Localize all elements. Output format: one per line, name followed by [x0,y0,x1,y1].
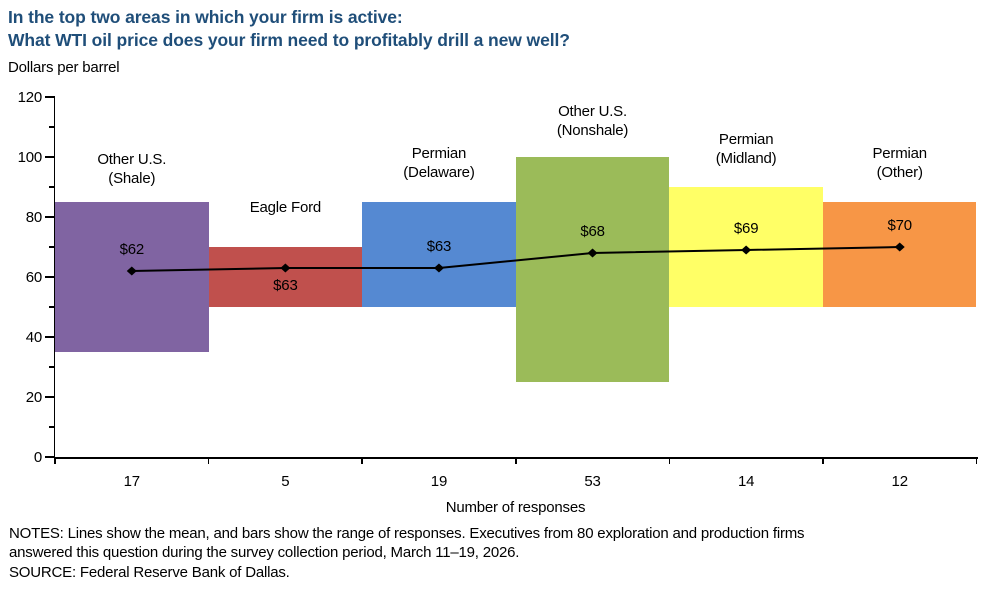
response-count-permian-delaware: 19 [430,473,448,490]
category-label-line: Permian [872,145,927,162]
range-bar-other-u-s-nonshale [515,157,670,382]
y-axis-tick [45,216,55,218]
response-count-permian-midland: 14 [737,473,755,490]
category-label-other-u-s-nonshale: Other U.S. (Nonshale) [503,102,683,140]
y-axis-minor-tick [49,426,55,428]
mean-value-label-other-u-s-nonshale: $68 [580,223,605,240]
response-count-other-u-s-nonshale: 53 [584,473,601,490]
category-label-line: Permian [411,145,467,162]
category-label-eagle-ford: Eagle Ford [195,198,375,217]
category-label-other-u-s-shale: Other U.S. (Shale) [42,150,222,188]
category-label-line: (Delaware) [403,164,475,181]
x-axis-tick [975,457,978,464]
y-axis-tick-label: 20 [25,388,42,406]
notes-block: NOTES: Lines show the mean, and bars sho… [9,524,805,582]
mean-value-label-permian-delaware: $63 [426,238,452,255]
y-axis-tick [45,336,55,338]
y-axis-minor-tick [49,366,55,368]
x-axis-tick [515,457,517,464]
notes-line1: NOTES: Lines show the mean, and bars sho… [9,525,805,542]
x-axis-tick [54,457,56,464]
y-axis-minor-tick [49,126,55,128]
y-axis-minor-tick [49,246,55,248]
y-axis-tick [45,276,55,278]
x-axis-tick [207,457,210,464]
x-axis-tick [361,457,363,464]
x-axis-line [53,457,978,459]
chart-title: In the top two areas in which your firm … [8,6,570,51]
range-bar-other-u-s-shale [55,202,209,352]
y-axis-tick [45,396,55,398]
x-axis-title: Number of responses [445,499,586,516]
y-axis-unit-label: Dollars per barrel [8,59,120,76]
y-axis-tick [45,96,55,98]
y-axis-tick-label: 120 [17,88,43,106]
y-axis-tick-label: 100 [17,148,43,166]
category-label-permian-delaware: Permian (Delaware) [349,144,529,182]
response-count-other-u-s-shale: 17 [123,473,140,490]
response-count-permian-other: 12 [891,473,908,490]
y-axis-tick-label: 0 [33,448,42,466]
category-label-line: Other U.S. [558,103,627,120]
y-axis-tick [45,456,55,458]
category-label-line: Other U.S. [97,151,167,168]
notes-line2: answered this question during the survey… [9,544,520,562]
category-label-line: (Nonshale) [556,122,629,139]
x-axis-tick [822,457,824,464]
category-label-permian-midland: Permian (Midland) [656,130,836,168]
mean-value-label-permian-midland: $69 [733,220,759,237]
category-label-line: (Shale) [108,170,156,187]
y-axis-tick-label: 40 [25,328,42,346]
mean-value-label-eagle-ford: $63 [273,277,298,294]
response-count-eagle-ford: 5 [281,473,290,490]
y-axis-minor-tick [49,306,55,308]
y-axis-tick [45,156,55,158]
category-label-permian-other: Permian (Other) [810,144,990,182]
source-line: SOURCE: Federal Reserve Bank of Dallas. [9,563,290,581]
category-label-line: Eagle Ford [249,199,322,216]
chart-title-line1: In the top two areas in which your firm … [8,7,403,27]
range-bar-permian-midland [669,187,823,307]
mean-value-label-permian-other: $70 [887,217,912,234]
category-label-line: Permian [718,131,774,148]
y-axis-tick-label: 80 [25,208,42,226]
chart-title-line2: What WTI oil price does your firm need t… [8,29,570,50]
y-axis-tick-label: 60 [25,268,42,286]
x-axis-tick [668,457,671,464]
mean-value-label-other-u-s-shale: $62 [119,241,145,258]
category-label-line: (Other) [876,164,923,181]
category-label-line: (Midland) [715,150,777,167]
y-axis-line [53,97,55,459]
y-axis-minor-tick [49,186,55,188]
